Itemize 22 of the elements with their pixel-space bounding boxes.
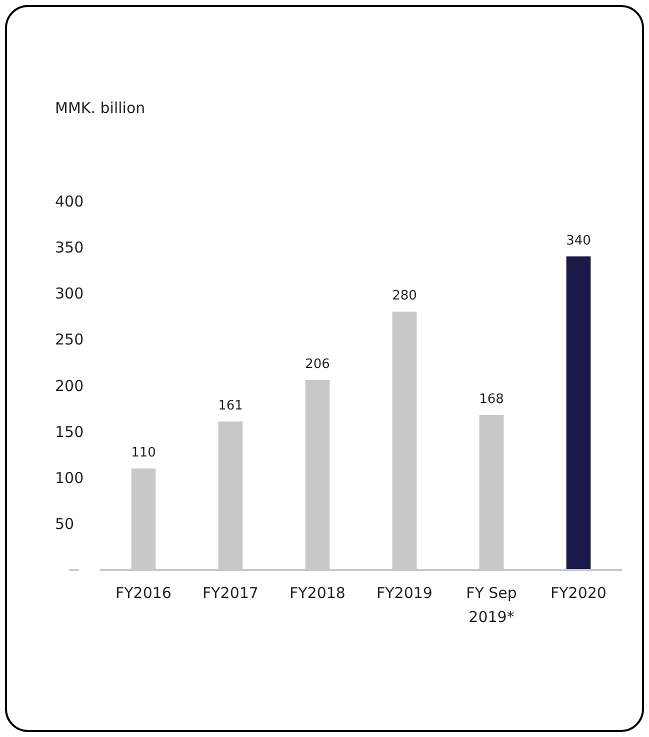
x-tick-label: FY2018 (290, 584, 346, 602)
y-tick-label: 50 (55, 515, 74, 534)
x-tick-label: FY2016 (116, 584, 172, 602)
data-label: 206 (305, 356, 330, 372)
data-label: 280 (392, 288, 417, 304)
x-tick-label: FY2017 (202, 584, 258, 602)
data-label: 161 (218, 398, 243, 414)
text: MMK. billion (55, 99, 146, 117)
data-label: 168 (479, 392, 504, 408)
y-tick-label: 100 (55, 469, 84, 487)
y-tick-label: 200 (55, 376, 84, 395)
y-tick-label: 150 (55, 422, 84, 441)
y-tick-label: 250 (55, 330, 84, 349)
y-tick-label: 350 (55, 238, 84, 256)
data-label: 340 (566, 233, 591, 248)
x-tick-label: FY2019 (376, 584, 432, 602)
data-label: 110 (131, 446, 156, 461)
x-tick-label: FY2020 (550, 584, 606, 602)
y-tick-label: 300 (55, 284, 84, 302)
y-tick-label: 400 (55, 192, 84, 210)
x-tick-label: FY Sep 2019* (466, 584, 517, 626)
bar (566, 256, 591, 570)
